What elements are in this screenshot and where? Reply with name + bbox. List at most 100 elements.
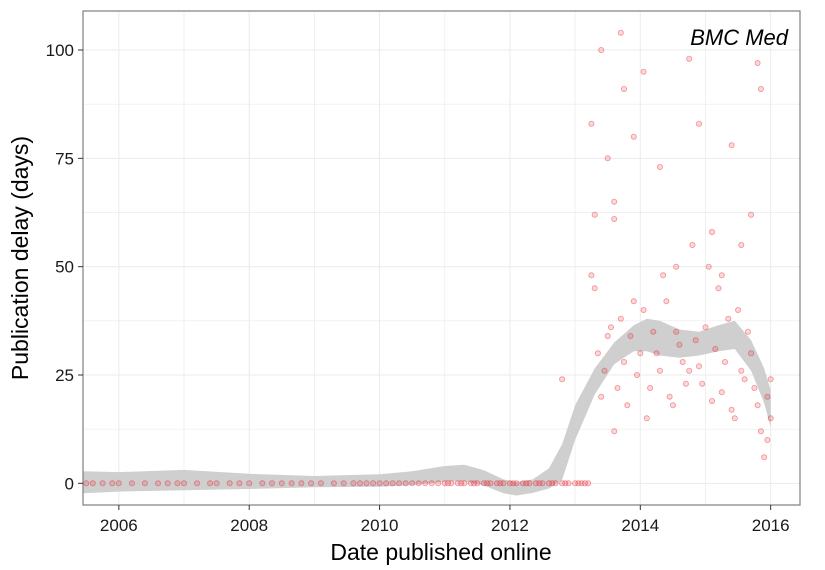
data-point <box>604 332 611 339</box>
x-tick-label: 2012 <box>491 516 529 535</box>
data-point <box>575 480 582 487</box>
data-point <box>484 480 491 487</box>
data-point <box>389 480 396 487</box>
data-point <box>474 480 481 487</box>
data-point <box>673 328 680 335</box>
x-tick-label: 2010 <box>361 516 399 535</box>
data-point <box>226 480 233 487</box>
data-point <box>268 480 275 487</box>
data-point <box>552 480 559 487</box>
data-point <box>611 215 618 222</box>
x-axis-title: Date published online <box>330 539 551 565</box>
data-point <box>728 406 735 413</box>
data-point <box>634 371 641 378</box>
data-point <box>350 480 357 487</box>
data-point <box>715 285 722 292</box>
data-point <box>647 384 654 391</box>
data-point <box>594 350 601 357</box>
data-point <box>611 198 618 205</box>
data-point <box>572 480 579 487</box>
data-point <box>614 384 621 391</box>
data-point <box>656 163 663 170</box>
data-point <box>396 480 403 487</box>
data-point <box>578 480 585 487</box>
data-point <box>764 393 771 400</box>
data-point <box>718 389 725 396</box>
data-point <box>692 337 699 344</box>
data-point <box>617 29 624 36</box>
data-point <box>761 454 768 461</box>
data-point <box>513 480 520 487</box>
data-point <box>656 367 663 374</box>
data-point <box>712 345 719 352</box>
data-point <box>696 363 703 370</box>
data-point <box>174 480 181 487</box>
data-point <box>696 120 703 127</box>
data-point <box>585 480 592 487</box>
data-point <box>471 480 478 487</box>
data-point <box>565 480 572 487</box>
data-point <box>689 241 696 248</box>
data-point <box>686 55 693 62</box>
data-point <box>444 480 451 487</box>
data-point <box>676 341 683 348</box>
data-point <box>588 272 595 279</box>
data-point <box>621 358 628 365</box>
data-point <box>559 480 566 487</box>
data-point <box>722 358 729 365</box>
data-point <box>510 480 517 487</box>
y-tick-label: 0 <box>65 474 74 493</box>
data-point <box>640 306 647 313</box>
data-point <box>441 480 448 487</box>
data-point <box>330 480 337 487</box>
data-point <box>506 480 513 487</box>
data-point <box>604 155 611 162</box>
data-point <box>608 324 615 331</box>
data-point <box>461 480 468 487</box>
plot-panel <box>83 11 800 505</box>
data-point <box>376 480 383 487</box>
data-point <box>588 120 595 127</box>
panel-label: BMC Med <box>690 25 789 50</box>
data-point <box>663 298 670 305</box>
data-point <box>128 480 135 487</box>
data-point <box>288 480 295 487</box>
data-point <box>611 428 618 435</box>
data-point <box>99 480 106 487</box>
data-point <box>435 480 442 487</box>
data-point <box>718 272 725 279</box>
data-point <box>207 480 214 487</box>
data-point <box>601 367 608 374</box>
data-point <box>705 263 712 270</box>
data-point <box>621 86 628 93</box>
data-point <box>487 480 494 487</box>
data-point <box>278 480 285 487</box>
smooth-band <box>83 318 771 496</box>
data-point <box>536 480 543 487</box>
data-point <box>454 480 461 487</box>
data-point <box>581 480 588 487</box>
data-point <box>679 358 686 365</box>
data-point <box>562 480 569 487</box>
data-point <box>89 480 96 487</box>
data-point <box>409 480 416 487</box>
data-point <box>754 402 761 409</box>
y-tick-label: 25 <box>55 366 74 385</box>
data-point <box>660 272 667 279</box>
data-point <box>709 397 716 404</box>
data-point <box>699 380 706 387</box>
data-point <box>141 480 148 487</box>
data-point <box>83 480 90 487</box>
data-point <box>213 480 220 487</box>
data-point <box>624 402 631 409</box>
data-point <box>246 480 253 487</box>
data-point <box>748 211 755 218</box>
data-point <box>640 68 647 75</box>
data-point <box>598 393 605 400</box>
data-point <box>109 480 116 487</box>
data-point <box>520 480 527 487</box>
data-point <box>383 480 390 487</box>
data-point <box>500 480 507 487</box>
data-point <box>748 350 755 357</box>
